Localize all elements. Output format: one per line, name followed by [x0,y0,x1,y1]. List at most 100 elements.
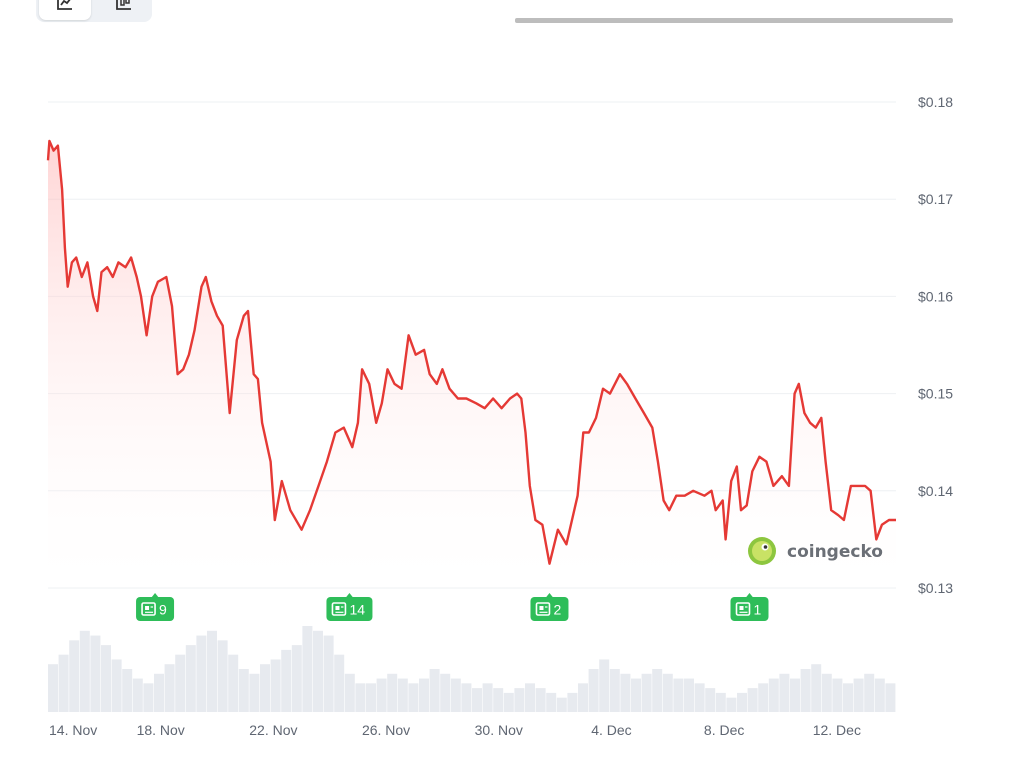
volume-bar [535,688,546,712]
news-badge[interactable]: 9 [136,593,175,621]
volume-bar [334,654,345,712]
volume-bar [588,669,599,712]
volume-bar [154,673,164,712]
y-axis: $0.18 $0.17 $0.16 $0.15 $0.14 $0.13 [918,94,953,596]
volume-bar [514,688,525,712]
volume-bar [620,673,631,712]
volume-bar [58,654,69,712]
volume-bar [578,683,588,712]
volume-bar [90,635,101,712]
x-tick-label: 30. Nov [475,722,523,738]
x-tick-label: 18. Nov [137,722,185,738]
volume-bar [461,683,472,712]
volume-bar [832,678,843,712]
volume-bar [260,664,270,712]
newspaper-icon [735,602,751,616]
volume-bar [291,645,302,712]
volume-bar [238,669,249,712]
newspaper-icon-outline [141,602,156,616]
volume-bar [323,635,334,712]
news-badge[interactable]: 14 [326,593,373,621]
volume-bar [302,626,313,712]
volume-bar [631,678,641,712]
newspaper-icon-photo [539,606,544,610]
volume-bar [69,640,80,712]
volume-bar [79,630,90,712]
volume-bar [122,669,133,712]
volume-bar [111,659,122,712]
range-selector-bar[interactable] [515,18,953,23]
news-badge-pointer [745,593,754,598]
volume-bar [493,688,504,712]
y-tick-label: $0.17 [918,191,953,207]
news-markers: 9 14 2 1 [136,593,769,621]
volume-bar [429,669,440,712]
volume-bar [419,678,429,712]
volume-bar [684,678,694,712]
volume-bar [472,688,482,712]
y-tick-label: $0.14 [918,483,953,499]
x-tick-label: 12. Dec [813,722,861,738]
y-tick-label: $0.16 [918,288,953,304]
volume-bar [726,697,737,712]
volume-bar [376,678,387,712]
volume-bar [556,697,567,712]
volume-bar [482,683,493,712]
news-badge-pointer [545,593,554,598]
volume-bar [387,673,398,712]
newspaper-icon-outline [331,602,347,616]
price-line [46,139,896,565]
y-tick-label: $0.18 [918,94,953,110]
newspaper-icon-outline [535,602,551,616]
news-badge[interactable]: 2 [530,593,569,621]
volume-bar [599,659,610,712]
volume-bar [768,678,779,712]
volume-bar [175,654,186,712]
volume-bar [217,640,228,712]
volume-bar [270,659,281,712]
gecko-logo-icon [748,537,776,565]
volume-bar [609,669,620,712]
newspaper-icon-photo [145,606,150,610]
volume-bar [132,678,143,712]
volume-bar [874,678,885,712]
volume-bar [652,669,663,712]
price-area-fill [48,140,896,588]
x-tick-label: 8. Dec [704,722,744,738]
volume-bar [864,673,875,712]
volume-bar [366,683,376,712]
volume-bar [196,635,207,712]
volume-bar [800,669,811,712]
volume-bar [821,673,832,712]
volume-bar [853,678,864,712]
news-count: 2 [553,602,561,618]
news-badge[interactable]: 1 [730,593,769,621]
volume-bar [673,678,684,712]
volume-bar [662,673,673,712]
volume-bar [715,692,726,712]
news-count: 14 [349,602,365,618]
volume-bar [228,654,239,712]
volume-bar [164,664,175,712]
volume-bar [503,692,514,712]
volume-bar [143,683,154,712]
y-tick-label: $0.15 [918,386,953,402]
y-tick-label: $0.13 [918,580,953,596]
volume-bar [185,645,196,712]
candlestick-chart-icon [114,0,134,17]
volume-bar [758,683,769,712]
chart-type-toggle [36,0,152,22]
newspaper-icon [331,602,347,616]
x-tick-label: 14. Nov [49,722,97,738]
volume-bar [737,692,747,712]
x-tick-label: 4. Dec [591,722,631,738]
news-count: 9 [159,602,167,618]
volume-bar [355,683,366,712]
news-count: 1 [754,602,762,618]
volume-bar [546,692,557,712]
volume-bar [694,683,705,712]
candlestick-chart-button[interactable] [98,0,150,20]
x-tick-label: 26. Nov [362,722,410,738]
line-chart-button[interactable] [39,0,91,20]
line-chart-icon [55,0,75,17]
